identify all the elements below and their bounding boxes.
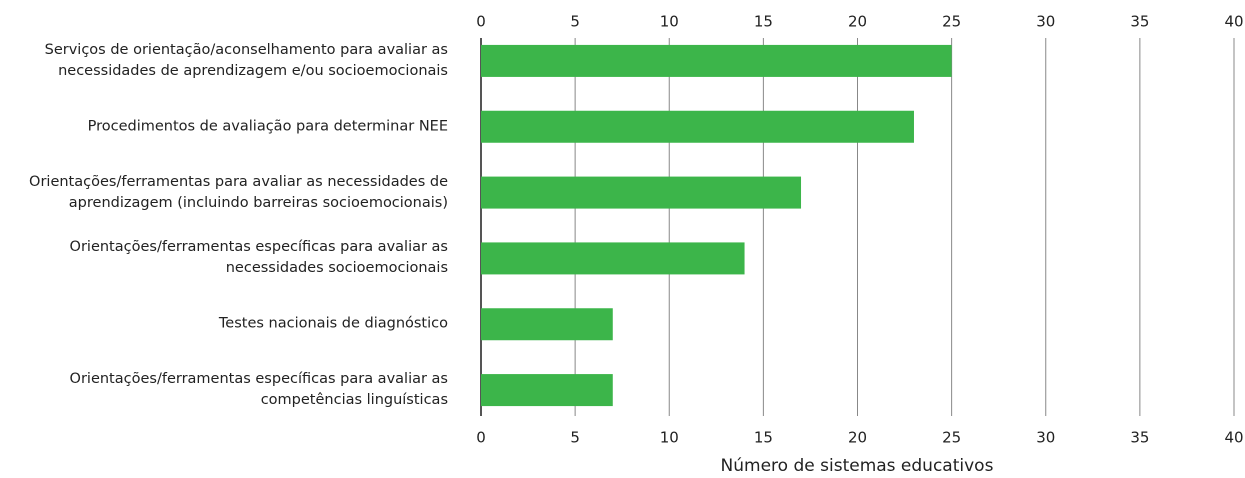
bar xyxy=(481,176,802,209)
bar xyxy=(481,44,952,77)
category-label: Procedimentos de avaliação para determin… xyxy=(87,118,448,135)
bar xyxy=(481,242,745,275)
x-tick-label-bottom: 5 xyxy=(570,429,580,447)
x-tick-label-top: 25 xyxy=(942,13,961,31)
category-label: Testes nacionais de diagnóstico xyxy=(218,315,448,332)
x-tick-label-bottom: 30 xyxy=(1036,429,1055,447)
bar xyxy=(481,308,613,341)
x-tick-label-bottom: 20 xyxy=(848,429,867,447)
x-tick-label-top: 0 xyxy=(476,13,486,31)
x-tick-label-bottom: 15 xyxy=(754,429,773,447)
x-axis-label: Número de sistemas educativos xyxy=(721,456,994,476)
x-tick-label-top: 30 xyxy=(1036,13,1055,31)
x-tick-label-top: 40 xyxy=(1224,13,1243,31)
x-tick-label-top: 20 xyxy=(848,13,867,31)
x-tick-label-bottom: 40 xyxy=(1224,429,1243,447)
bar xyxy=(481,374,613,407)
x-tick-label-top: 10 xyxy=(660,13,679,31)
category-label: Serviços de orientação/aconselhamento pa… xyxy=(44,41,448,79)
category-label: Orientações/ferramentas específicas para… xyxy=(69,371,448,409)
x-tick-label-top: 35 xyxy=(1130,13,1149,31)
x-tick-label-bottom: 35 xyxy=(1130,429,1149,447)
x-tick-label-bottom: 0 xyxy=(476,429,486,447)
x-tick-label-top: 5 xyxy=(570,13,580,31)
category-label: Orientações/ferramentas para avaliar as … xyxy=(29,173,448,211)
x-tick-label-top: 15 xyxy=(754,13,773,31)
bar xyxy=(481,110,914,143)
x-tick-label-bottom: 25 xyxy=(942,429,961,447)
x-tick-label-bottom: 10 xyxy=(660,429,679,447)
category-label: Orientações/ferramentas específicas para… xyxy=(69,239,448,277)
